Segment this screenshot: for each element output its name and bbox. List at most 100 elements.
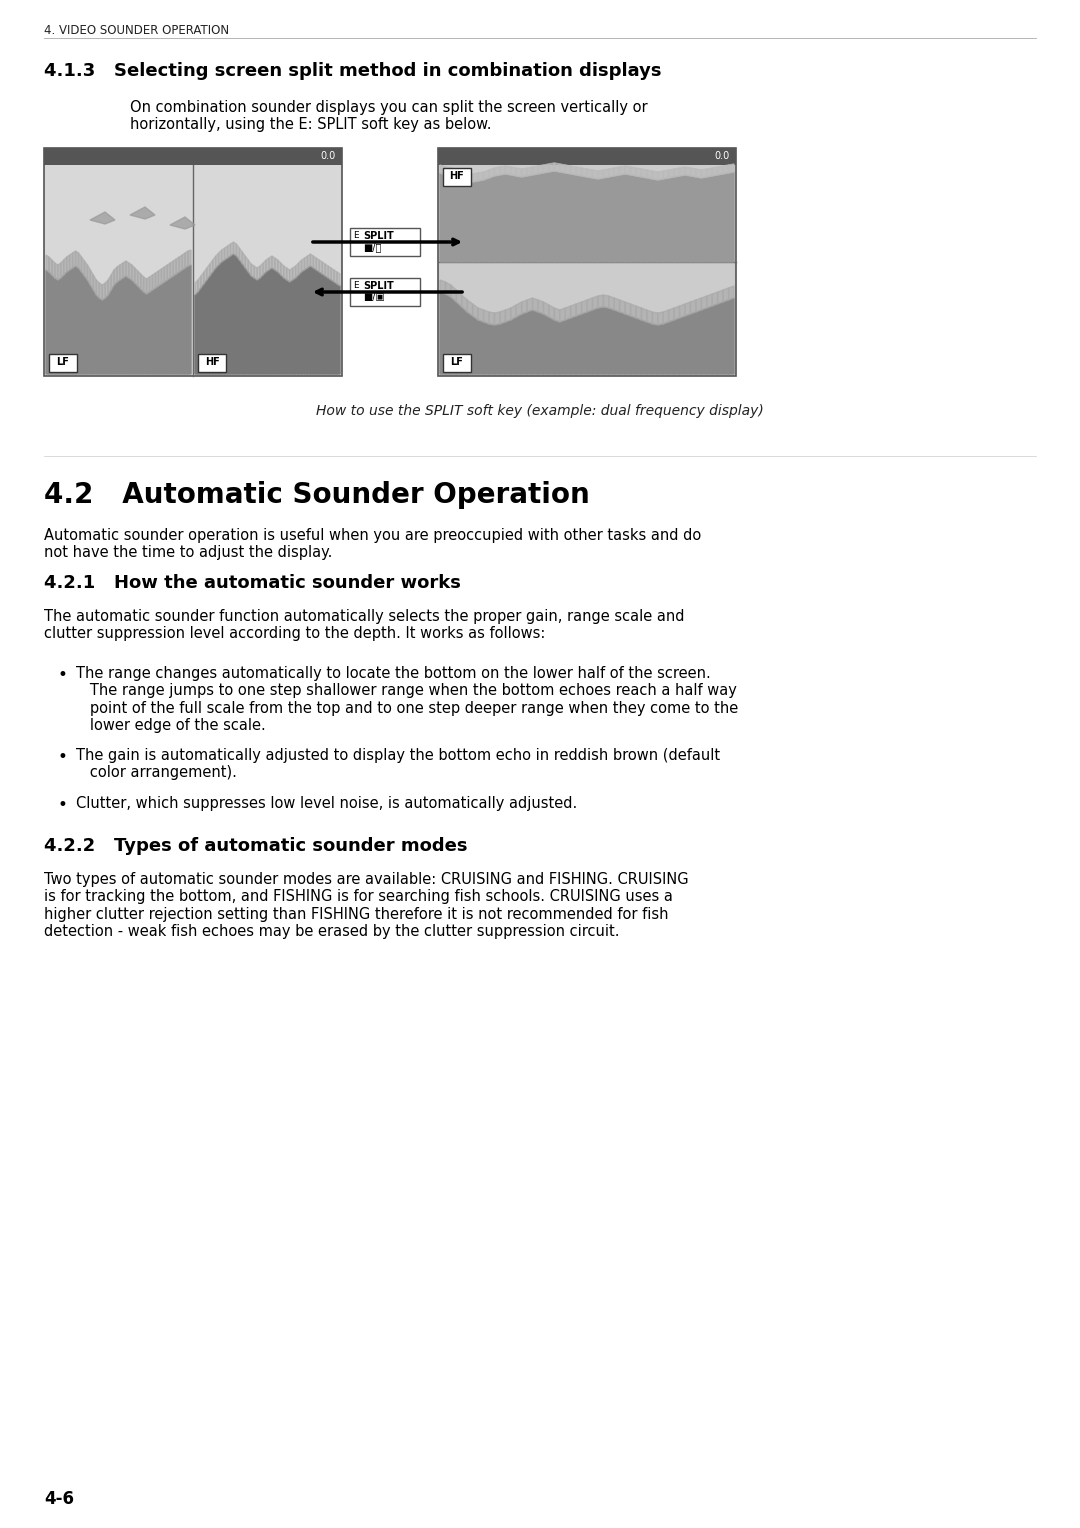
Polygon shape [308,254,310,267]
Polygon shape [462,307,468,374]
Polygon shape [625,167,631,176]
Polygon shape [604,307,609,374]
Polygon shape [462,295,468,312]
Polygon shape [167,278,171,374]
Polygon shape [598,307,604,374]
Polygon shape [679,316,685,374]
Polygon shape [198,287,201,374]
Polygon shape [320,272,322,374]
Polygon shape [275,258,278,272]
Polygon shape [527,310,532,374]
Polygon shape [511,167,516,176]
Polygon shape [669,177,674,261]
Polygon shape [685,167,690,176]
Text: HF: HF [204,358,219,367]
Polygon shape [135,267,138,286]
Polygon shape [242,264,245,374]
Polygon shape [293,266,296,280]
Polygon shape [46,255,49,272]
Polygon shape [652,171,658,180]
Polygon shape [576,176,581,261]
Polygon shape [108,275,111,295]
Polygon shape [565,165,570,174]
Polygon shape [489,324,495,374]
Polygon shape [204,280,207,374]
Polygon shape [669,309,674,322]
Polygon shape [298,260,301,275]
Polygon shape [615,176,620,261]
Polygon shape [500,167,505,176]
Polygon shape [706,293,712,309]
Polygon shape [96,280,99,298]
Polygon shape [505,167,511,176]
Text: On combination sounder displays you can split the screen vertically or
horizonta: On combination sounder displays you can … [130,99,648,133]
Polygon shape [468,299,473,316]
Polygon shape [729,286,734,299]
Polygon shape [625,174,631,261]
Polygon shape [120,278,123,374]
Bar [49,354,77,371]
Polygon shape [237,257,240,374]
Polygon shape [171,261,173,278]
Polygon shape [55,263,58,280]
Polygon shape [647,170,652,179]
Polygon shape [286,280,289,374]
Point [187,156,200,174]
Polygon shape [538,312,543,374]
Polygon shape [538,299,543,313]
Polygon shape [52,275,55,374]
Polygon shape [642,319,647,374]
Polygon shape [468,173,473,182]
Polygon shape [240,260,242,374]
Polygon shape [176,257,179,274]
Polygon shape [301,258,305,272]
Polygon shape [207,264,210,280]
Polygon shape [690,168,696,177]
Polygon shape [598,295,604,309]
Polygon shape [484,310,489,324]
Polygon shape [105,280,108,298]
Polygon shape [264,272,266,374]
Polygon shape [581,299,588,313]
Polygon shape [210,272,213,374]
Polygon shape [658,324,663,374]
Polygon shape [117,280,120,374]
Polygon shape [58,278,60,374]
Polygon shape [500,322,505,374]
Polygon shape [549,316,554,374]
Polygon shape [478,309,484,322]
Text: •: • [58,796,68,814]
Polygon shape [70,267,72,374]
Text: 4.2.2   Types of automatic sounder modes: 4.2.2 Types of automatic sounder modes [44,837,468,856]
Polygon shape [484,177,489,261]
Polygon shape [559,173,565,261]
Polygon shape [207,277,210,374]
Polygon shape [328,266,332,280]
Polygon shape [505,309,511,322]
Polygon shape [260,263,264,278]
Polygon shape [230,241,233,257]
Polygon shape [93,275,96,295]
Polygon shape [284,266,286,280]
Polygon shape [625,303,631,316]
Polygon shape [532,174,538,261]
Polygon shape [281,263,284,278]
Polygon shape [489,176,495,261]
Polygon shape [669,170,674,177]
Polygon shape [473,173,478,182]
Polygon shape [457,177,462,261]
Polygon shape [450,286,457,303]
Polygon shape [278,272,281,374]
Polygon shape [554,171,559,261]
Polygon shape [549,171,554,261]
Polygon shape [549,163,554,173]
Polygon shape [140,274,144,292]
Polygon shape [228,257,230,374]
Polygon shape [516,303,522,316]
Polygon shape [631,176,636,261]
Text: LF: LF [56,358,69,367]
Polygon shape [254,278,257,374]
Bar [438,148,735,165]
Polygon shape [450,168,457,177]
Polygon shape [620,174,625,261]
